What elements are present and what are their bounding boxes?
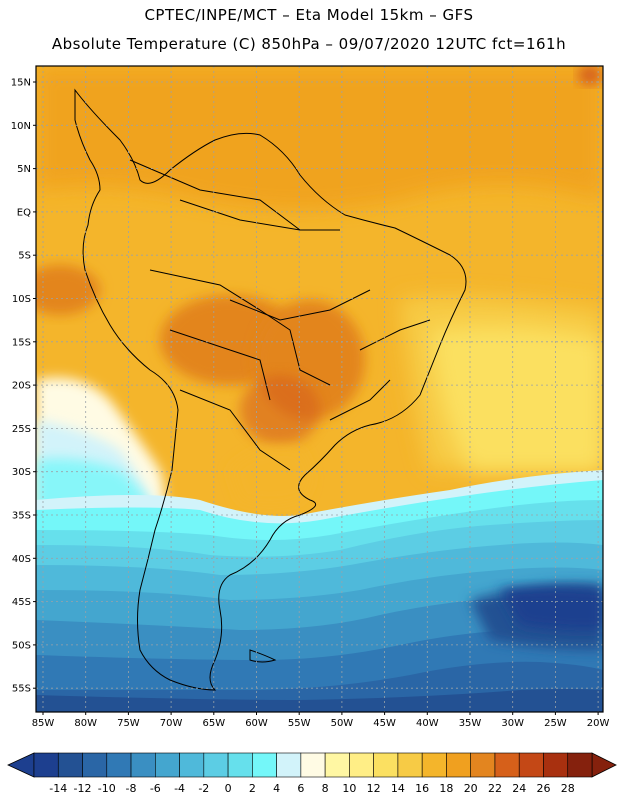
legend-label: 24 xyxy=(512,782,526,795)
lat-label: 20S xyxy=(12,381,31,392)
legend-swatch xyxy=(349,752,374,778)
lon-label: 30W xyxy=(501,718,524,729)
legend-arrow-low xyxy=(7,752,35,778)
legend-swatch xyxy=(397,752,423,778)
legend-label: 22 xyxy=(488,782,502,795)
longitude-labels: 85W 80W 75W 70W 65W 60W 55W 50W 45W 40W 35W 30W 25W 2… xyxy=(32,712,610,729)
legend-label: -10 xyxy=(98,782,116,795)
legend-label: 28 xyxy=(561,782,575,795)
legend-swatch xyxy=(57,752,83,778)
legend-label: -4 xyxy=(174,782,185,795)
lat-label: 15N xyxy=(11,78,31,89)
lon-label: 80W xyxy=(74,718,97,729)
map-subtitle: Absolute Temperature (C) 850hPa – 09/07/… xyxy=(51,35,567,53)
legend-swatch xyxy=(494,752,520,778)
legend-label: 0 xyxy=(225,782,232,795)
legend-swatch xyxy=(33,752,59,778)
lat-label: 35S xyxy=(12,511,31,522)
legend-label: -12 xyxy=(74,782,92,795)
lat-label: 10S xyxy=(12,294,31,305)
legend-swatch xyxy=(82,752,108,778)
lon-label: 70W xyxy=(160,718,183,729)
legend-swatch xyxy=(446,752,471,778)
lat-label: 25S xyxy=(12,424,31,435)
legend-swatch xyxy=(518,752,544,778)
lon-label: 60W xyxy=(245,718,268,729)
legend-swatch xyxy=(421,752,447,778)
legend-label: 10 xyxy=(342,782,356,795)
lat-label: 40S xyxy=(12,554,31,565)
lat-label: EQ xyxy=(17,207,31,218)
lon-label: 25W xyxy=(544,718,567,729)
legend-swatch xyxy=(106,752,132,778)
lat-label: 5S xyxy=(18,251,31,262)
lon-label: 45W xyxy=(373,718,396,729)
legend-label: 2 xyxy=(249,782,256,795)
legend-label: -6 xyxy=(150,782,161,795)
lon-label: 40W xyxy=(416,718,439,729)
latitude-labels: 15N 10N 5N EQ 5S 10S 15S 20S 25S 30S 35S 40S 45S 50S 5… xyxy=(11,78,36,695)
legend-label: 16 xyxy=(415,782,429,795)
lon-label: 55W xyxy=(288,718,311,729)
legend-label: 14 xyxy=(391,782,405,795)
lon-label: 50W xyxy=(331,718,354,729)
legend-swatch xyxy=(276,752,302,778)
legend-swatch xyxy=(567,752,593,778)
legend-label: -2 xyxy=(198,782,209,795)
legend-label: 12 xyxy=(367,782,381,795)
color-legend: -14 -12 -10 -8 -6 -4 -2 0 2 4 6 8 10 12 14 16 18 20 22 24 26… xyxy=(7,752,617,795)
lat-label: 55S xyxy=(12,684,31,695)
lat-label: 45S xyxy=(12,597,31,608)
lat-label: 50S xyxy=(12,640,31,651)
legend-label: -8 xyxy=(126,782,137,795)
legend-label: 18 xyxy=(439,782,453,795)
map-title: CPTEC/INPE/MCT – Eta Model 15km – GFS xyxy=(144,6,474,24)
lon-label: 85W xyxy=(32,718,55,729)
legend-swatch xyxy=(130,752,156,778)
legend-label: 8 xyxy=(322,782,329,795)
legend-label: 4 xyxy=(273,782,280,795)
lat-label: 10N xyxy=(11,121,31,132)
legend-swatch xyxy=(470,752,496,778)
legend-swatch xyxy=(324,752,350,778)
legend-label: 26 xyxy=(536,782,550,795)
legend-label: -14 xyxy=(49,782,67,795)
legend-swatch xyxy=(155,752,180,778)
legend-swatch xyxy=(543,752,569,778)
legend-arrow-high xyxy=(591,752,617,778)
lon-label: 75W xyxy=(117,718,140,729)
map-frame xyxy=(35,65,604,713)
lat-label: 5N xyxy=(17,164,31,175)
lat-label: 30S xyxy=(12,467,31,478)
lon-label: 65W xyxy=(202,718,225,729)
legend-swatch xyxy=(300,752,326,778)
legend-swatch xyxy=(227,752,253,778)
lon-label: 35W xyxy=(459,718,482,729)
coastlines xyxy=(74,88,467,691)
legend-swatch xyxy=(252,752,277,778)
legend-swatch xyxy=(373,752,399,778)
legend-label: 6 xyxy=(297,782,304,795)
legend-swatch xyxy=(203,752,229,778)
legend-swatch xyxy=(179,752,205,778)
temperature-field xyxy=(36,66,603,712)
lon-label: 20W xyxy=(587,718,610,729)
legend-label: 20 xyxy=(464,782,478,795)
lat-label: 15S xyxy=(12,337,31,348)
